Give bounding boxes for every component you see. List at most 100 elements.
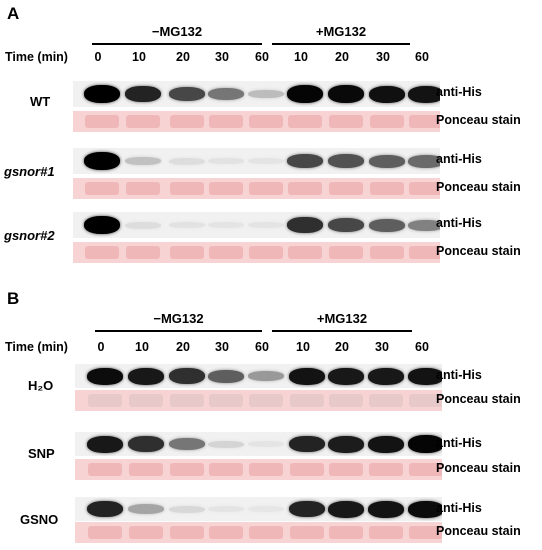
time-tick: 30 <box>215 340 229 354</box>
protein-band <box>125 86 161 102</box>
ponceau-band <box>170 394 204 407</box>
protein-band <box>87 436 123 453</box>
protein-band <box>328 368 364 385</box>
time-tick: 20 <box>335 340 349 354</box>
protein-band <box>287 154 323 168</box>
ponceau-band <box>85 115 119 128</box>
ponceau-band <box>249 115 283 128</box>
ponceau-stain-strip <box>75 459 442 480</box>
group-header-minus: −MG132 <box>153 311 204 326</box>
ponceau-band <box>170 246 204 259</box>
ponceau-stain-strip <box>73 111 440 132</box>
blot-label: anti-His <box>436 152 482 166</box>
time-tick: 20 <box>176 50 190 64</box>
protein-band <box>287 217 323 233</box>
time-tick: 10 <box>296 340 310 354</box>
blot-label: anti-His <box>436 85 482 99</box>
protein-band <box>408 155 440 168</box>
protein-band <box>128 504 164 514</box>
ponceau-band <box>409 182 440 195</box>
ponceau-band <box>409 394 442 407</box>
protein-band <box>208 222 244 228</box>
stain-label: Ponceau stain <box>436 244 521 258</box>
ponceau-band <box>329 246 363 259</box>
protein-band <box>84 85 120 103</box>
time-tick: 30 <box>375 340 389 354</box>
group-header-plus: +MG132 <box>316 311 368 326</box>
ponceau-band <box>290 526 324 539</box>
ponceau-band <box>249 394 283 407</box>
ponceau-band <box>88 394 122 407</box>
western-blot-strip <box>75 364 442 388</box>
row-label: SNP <box>28 446 55 461</box>
time-tick: 60 <box>415 340 429 354</box>
ponceau-band <box>209 394 243 407</box>
protein-band <box>328 154 364 168</box>
ponceau-band <box>288 182 322 195</box>
time-tick: 0 <box>94 50 102 64</box>
protein-band <box>287 85 323 103</box>
ponceau-band <box>370 182 404 195</box>
protein-band <box>208 506 244 512</box>
ponceau-band <box>209 246 243 259</box>
ponceau-band <box>88 526 122 539</box>
ponceau-band <box>85 182 119 195</box>
stain-label: Ponceau stain <box>436 180 521 194</box>
ponceau-band <box>209 463 243 476</box>
group-header-plus: +MG132 <box>315 24 367 39</box>
ponceau-band <box>88 463 122 476</box>
protein-band <box>125 222 161 229</box>
ponceau-band <box>170 463 204 476</box>
protein-band <box>208 441 244 448</box>
ponceau-band <box>329 526 363 539</box>
row-label: gsnor#2 <box>4 228 55 243</box>
protein-band <box>289 368 325 385</box>
ponceau-band <box>409 115 440 128</box>
panel-label: A <box>7 4 20 23</box>
blot-label: anti-His <box>436 216 482 230</box>
ponceau-band <box>329 463 363 476</box>
protein-band <box>169 506 205 513</box>
protein-band <box>328 436 364 453</box>
protein-band <box>289 436 325 452</box>
blot-label: anti-His <box>436 436 482 450</box>
protein-band <box>368 501 404 518</box>
protein-band <box>169 222 205 228</box>
time-tick: 20 <box>335 50 349 64</box>
group-header-minus: −MG132 <box>151 24 203 39</box>
ponceau-band <box>329 115 363 128</box>
ponceau-band <box>369 526 403 539</box>
protein-band <box>289 501 325 517</box>
protein-band <box>369 219 405 232</box>
stain-label: Ponceau stain <box>436 392 521 406</box>
time-tick: 60 <box>415 50 429 64</box>
ponceau-band <box>369 463 403 476</box>
ponceau-band <box>290 463 324 476</box>
time-tick: 10 <box>294 50 308 64</box>
western-blot-strip <box>73 81 440 107</box>
ponceau-band <box>249 182 283 195</box>
protein-band <box>248 158 284 164</box>
row-label: WT <box>30 94 51 109</box>
protein-band <box>248 90 284 98</box>
group-line-plus <box>272 43 410 45</box>
protein-band <box>408 86 440 103</box>
western-blot-strip <box>73 212 440 238</box>
protein-band <box>408 501 442 518</box>
protein-band <box>169 87 205 101</box>
group-line-minus <box>95 330 262 332</box>
protein-band <box>169 158 205 165</box>
ponceau-band <box>369 394 403 407</box>
protein-band <box>368 368 404 385</box>
ponceau-stain-strip <box>73 178 440 199</box>
ponceau-band <box>329 182 363 195</box>
ponceau-band <box>249 463 283 476</box>
protein-band <box>208 370 244 383</box>
protein-band <box>128 436 164 452</box>
ponceau-band <box>209 182 243 195</box>
time-tick: 0 <box>97 340 105 354</box>
ponceau-band <box>409 526 442 539</box>
time-tick: 10 <box>132 50 146 64</box>
ponceau-band <box>329 394 363 407</box>
blot-label: anti-His <box>436 501 482 515</box>
